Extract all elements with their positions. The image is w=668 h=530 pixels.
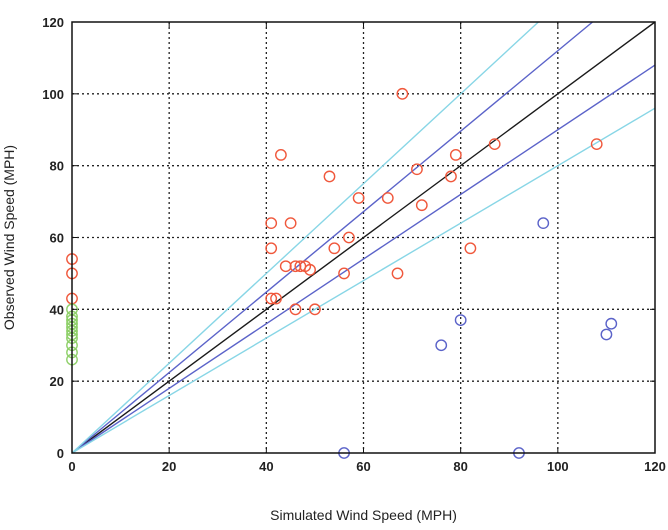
reference-line <box>71 21 593 454</box>
y-tick-label: 80 <box>50 159 64 174</box>
data-point <box>488 138 501 151</box>
data-point <box>343 231 355 244</box>
data-point <box>396 87 409 100</box>
data-point <box>352 192 365 204</box>
y-tick-label: 20 <box>50 374 64 389</box>
data-point <box>265 242 278 255</box>
data-point <box>435 339 448 352</box>
data-point <box>323 170 336 183</box>
data-point <box>445 170 457 183</box>
x-tick-label: 120 <box>644 459 666 474</box>
data-point <box>284 217 297 230</box>
y-tick-label: 40 <box>50 302 64 317</box>
data-point <box>328 242 341 255</box>
data-point <box>537 217 550 230</box>
data-point <box>304 263 316 276</box>
x-tick-label: 80 <box>453 459 467 474</box>
data-point <box>338 267 350 280</box>
data-point <box>391 267 404 280</box>
data-point <box>411 163 423 176</box>
reference-line <box>71 21 539 454</box>
data-point <box>289 303 302 316</box>
data-point <box>265 217 278 230</box>
reference-line <box>71 64 656 454</box>
x-tick-label: 40 <box>259 459 273 474</box>
y-tick-label: 60 <box>50 231 64 246</box>
data-point <box>454 314 467 327</box>
reference-line <box>71 107 656 454</box>
data-point <box>279 260 292 273</box>
data-point <box>600 328 613 341</box>
y-axis-label: Observed Wind Speed (MPH) <box>1 145 17 330</box>
data-point <box>449 148 462 161</box>
x-tick-label: 0 <box>68 459 75 474</box>
y-axis-ticks: 0 20 40 60 80 100 120 <box>42 15 655 461</box>
data-point <box>275 148 287 161</box>
data-point <box>605 317 618 330</box>
x-tick-label: 20 <box>162 459 176 474</box>
data-point <box>415 199 428 212</box>
reference-line <box>71 21 656 454</box>
data-point <box>309 303 321 316</box>
y-tick-label: 120 <box>42 15 64 30</box>
data-point <box>590 138 603 151</box>
reference-lines <box>71 21 656 454</box>
y-tick-label: 0 <box>57 446 64 461</box>
data-point <box>265 292 278 305</box>
x-tick-label: 60 <box>356 459 370 474</box>
x-axis-label: Simulated Wind Speed (MPH) <box>270 507 457 523</box>
x-axis-ticks: 0 20 40 60 80 100 120 <box>68 22 666 474</box>
x-tick-label: 100 <box>547 459 569 474</box>
y-tick-label: 100 <box>42 87 64 102</box>
data-point <box>270 292 282 305</box>
data-point <box>381 192 394 204</box>
data-point <box>464 242 477 255</box>
